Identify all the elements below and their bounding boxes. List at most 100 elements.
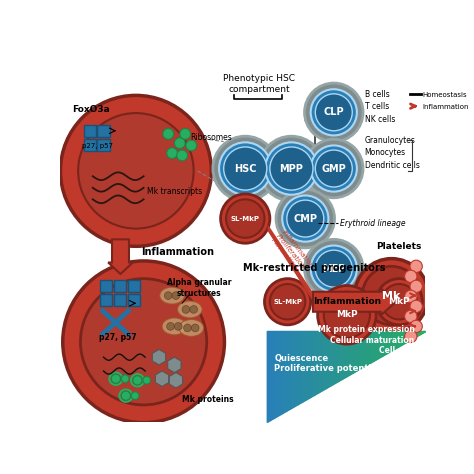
Text: Ribosomes: Ribosomes	[190, 133, 231, 142]
FancyBboxPatch shape	[114, 280, 126, 292]
Text: Homeostasis: Homeostasis	[422, 92, 467, 98]
Circle shape	[219, 142, 272, 195]
Circle shape	[182, 306, 190, 313]
Circle shape	[174, 138, 185, 148]
Circle shape	[315, 150, 352, 187]
Circle shape	[318, 285, 376, 344]
Circle shape	[190, 306, 198, 313]
Circle shape	[167, 322, 174, 330]
Text: FoxO3a: FoxO3a	[72, 105, 110, 114]
Circle shape	[183, 324, 191, 332]
Circle shape	[410, 320, 422, 333]
Text: MPP: MPP	[280, 164, 303, 173]
FancyBboxPatch shape	[83, 125, 96, 137]
Circle shape	[63, 261, 225, 423]
Circle shape	[174, 322, 182, 330]
Circle shape	[405, 310, 417, 322]
Ellipse shape	[160, 287, 184, 304]
Text: CLP: CLP	[323, 107, 344, 118]
Text: B cells: B cells	[365, 90, 389, 99]
Circle shape	[143, 376, 151, 384]
FancyArrow shape	[108, 239, 133, 274]
Circle shape	[177, 150, 188, 161]
Circle shape	[259, 136, 324, 201]
Circle shape	[81, 279, 207, 405]
FancyBboxPatch shape	[114, 294, 126, 306]
Text: Alpha granular
structures: Alpha granular structures	[167, 278, 231, 298]
Text: Inflammation: Inflammation	[313, 297, 381, 306]
Text: T cells: T cells	[365, 102, 389, 111]
Ellipse shape	[162, 318, 187, 335]
Circle shape	[226, 200, 264, 238]
Text: Mk transcripts: Mk transcripts	[146, 187, 202, 196]
Circle shape	[324, 292, 370, 338]
FancyBboxPatch shape	[100, 294, 112, 306]
Circle shape	[405, 330, 417, 343]
Circle shape	[304, 139, 363, 198]
Circle shape	[362, 266, 421, 325]
Circle shape	[310, 246, 357, 292]
Text: Inflammation: Inflammation	[422, 104, 469, 110]
Text: HSC: HSC	[234, 164, 256, 173]
Circle shape	[186, 140, 197, 151]
Circle shape	[405, 270, 417, 283]
Ellipse shape	[179, 319, 204, 337]
Circle shape	[172, 292, 180, 300]
Text: Phenotypic HSC
compartment: Phenotypic HSC compartment	[223, 74, 295, 93]
FancyArrow shape	[313, 288, 396, 315]
Circle shape	[405, 290, 417, 302]
Text: MkP: MkP	[336, 310, 358, 319]
Text: NK cells: NK cells	[365, 115, 395, 124]
Circle shape	[60, 95, 211, 246]
Text: Mk protein expression
Cellular maturation
Cell size: Mk protein expression Cellular maturatio…	[318, 325, 415, 355]
Text: Platelets: Platelets	[376, 242, 422, 251]
Text: Mk: Mk	[383, 291, 401, 301]
Text: Inflammation
Proliferation
Maturation: Inflammation Proliferation Maturation	[270, 228, 314, 278]
Circle shape	[265, 142, 318, 195]
Text: SL-MkP: SL-MkP	[231, 216, 260, 221]
Circle shape	[315, 250, 352, 287]
Text: Dendritic cells: Dendritic cells	[365, 161, 419, 170]
Circle shape	[270, 147, 313, 190]
Text: Mk-restricted progenitors: Mk-restricted progenitors	[243, 263, 386, 273]
Text: Mk proteins: Mk proteins	[182, 395, 234, 404]
Text: CMP: CMP	[293, 214, 317, 224]
Circle shape	[355, 259, 428, 333]
Circle shape	[213, 136, 278, 201]
Circle shape	[220, 194, 270, 243]
Circle shape	[382, 284, 417, 319]
Circle shape	[304, 239, 363, 298]
Circle shape	[304, 83, 363, 142]
FancyBboxPatch shape	[100, 280, 112, 292]
FancyBboxPatch shape	[97, 125, 109, 137]
Text: SL-MkP: SL-MkP	[273, 299, 302, 305]
Circle shape	[410, 300, 422, 312]
Text: Monocytes: Monocytes	[365, 148, 406, 157]
Circle shape	[270, 284, 305, 319]
Text: p27, p57: p27, p57	[99, 333, 137, 342]
Circle shape	[315, 94, 352, 131]
Circle shape	[410, 280, 422, 292]
Circle shape	[191, 324, 199, 332]
Circle shape	[224, 147, 267, 190]
Circle shape	[164, 292, 172, 300]
FancyBboxPatch shape	[128, 280, 140, 292]
Text: Quiescence
Proliferative potential: Quiescence Proliferative potential	[274, 354, 381, 373]
Circle shape	[180, 128, 191, 139]
Text: Granulocytes: Granulocytes	[365, 136, 415, 145]
Circle shape	[133, 376, 142, 385]
Circle shape	[131, 392, 139, 400]
Circle shape	[121, 375, 129, 383]
Circle shape	[310, 146, 357, 191]
Text: MEP: MEP	[322, 264, 346, 273]
Text: Erythroid lineage: Erythroid lineage	[340, 219, 406, 228]
FancyBboxPatch shape	[83, 138, 96, 151]
Circle shape	[163, 128, 173, 139]
Circle shape	[282, 195, 328, 242]
Circle shape	[410, 260, 422, 273]
Circle shape	[310, 89, 357, 136]
Circle shape	[264, 279, 310, 325]
Text: MkP: MkP	[388, 297, 410, 306]
Ellipse shape	[177, 301, 202, 318]
Circle shape	[78, 113, 194, 228]
